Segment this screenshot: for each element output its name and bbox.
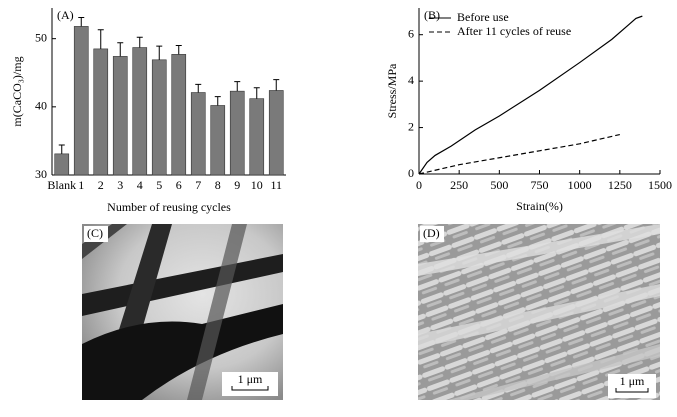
panel-label: (C) (87, 226, 103, 240)
x-axis-label: Number of reusing cycles (107, 200, 231, 214)
scale-bar-label: 1 μm (238, 372, 263, 386)
legend-label: After 11 cycles of reuse (457, 24, 571, 38)
y-tick-label: 6 (408, 26, 414, 40)
bar (190, 92, 206, 176)
x-tick-label: 6 (176, 178, 182, 192)
x-tick-label: 1250 (608, 178, 632, 192)
legend-label: Before use (457, 10, 509, 24)
error-bar (156, 45, 163, 60)
sem-image: 1 μm (D) (418, 224, 660, 400)
x-tick-label: 250 (450, 178, 468, 192)
y-tick-label: 40 (35, 99, 47, 113)
x-axis-label: Strain(%) (516, 199, 563, 213)
y-axis-label: m(CaCO₃)/mg (10, 56, 24, 126)
error-bar (58, 144, 65, 154)
x-tick-label: 10 (251, 178, 263, 192)
bar (54, 153, 70, 176)
x-tick-label: 5 (156, 178, 162, 192)
line (418, 15, 643, 175)
error-bar (175, 44, 182, 55)
panel-label: (B) (424, 8, 440, 22)
bar (171, 54, 187, 176)
error-bar (97, 29, 104, 49)
panel-label: (D) (423, 226, 440, 240)
x-tick-label: 500 (490, 178, 508, 192)
error-bar (117, 42, 124, 57)
bar (249, 98, 265, 176)
x-tick-label: 750 (531, 178, 549, 192)
x-tick-label: 9 (234, 178, 240, 192)
x-tick-label: 7 (195, 178, 201, 192)
y-tick-label: 2 (408, 119, 414, 133)
panel-label: (A) (57, 8, 74, 22)
error-bar (253, 87, 260, 99)
bar (132, 47, 148, 176)
x-tick-label: 1500 (648, 178, 672, 192)
error-bar (234, 81, 241, 92)
x-tick-label: 8 (215, 178, 221, 192)
x-tick-label: Blank (47, 178, 76, 192)
x-tick-label: 11 (270, 178, 282, 192)
y-tick-label: 50 (35, 30, 47, 44)
y-tick-label: 4 (408, 73, 414, 87)
bar (112, 56, 128, 176)
tem-image: 1 μm (C) (82, 224, 283, 400)
error-bar (78, 17, 85, 27)
error-bar (273, 79, 280, 91)
bar (210, 105, 226, 176)
x-tick-label: 1 (78, 178, 84, 192)
x-tick-label: 1000 (568, 178, 592, 192)
bar (229, 90, 245, 176)
error-bar (214, 96, 221, 106)
x-tick-label: 0 (416, 178, 422, 192)
bar (93, 48, 109, 176)
bar (151, 59, 167, 176)
x-tick-label: 4 (137, 178, 143, 192)
scale-bar-label: 1 μm (620, 374, 645, 388)
bar (73, 26, 89, 176)
line (418, 133, 620, 175)
x-tick-label: 2 (98, 178, 104, 192)
error-bar (195, 83, 202, 93)
y-tick-label: 30 (35, 167, 47, 181)
y-axis-label: Stress/MPa (385, 63, 399, 118)
error-bar (136, 36, 143, 48)
bar (268, 90, 284, 176)
x-tick-label: 3 (117, 178, 123, 192)
y-tick-label: 0 (408, 166, 414, 180)
